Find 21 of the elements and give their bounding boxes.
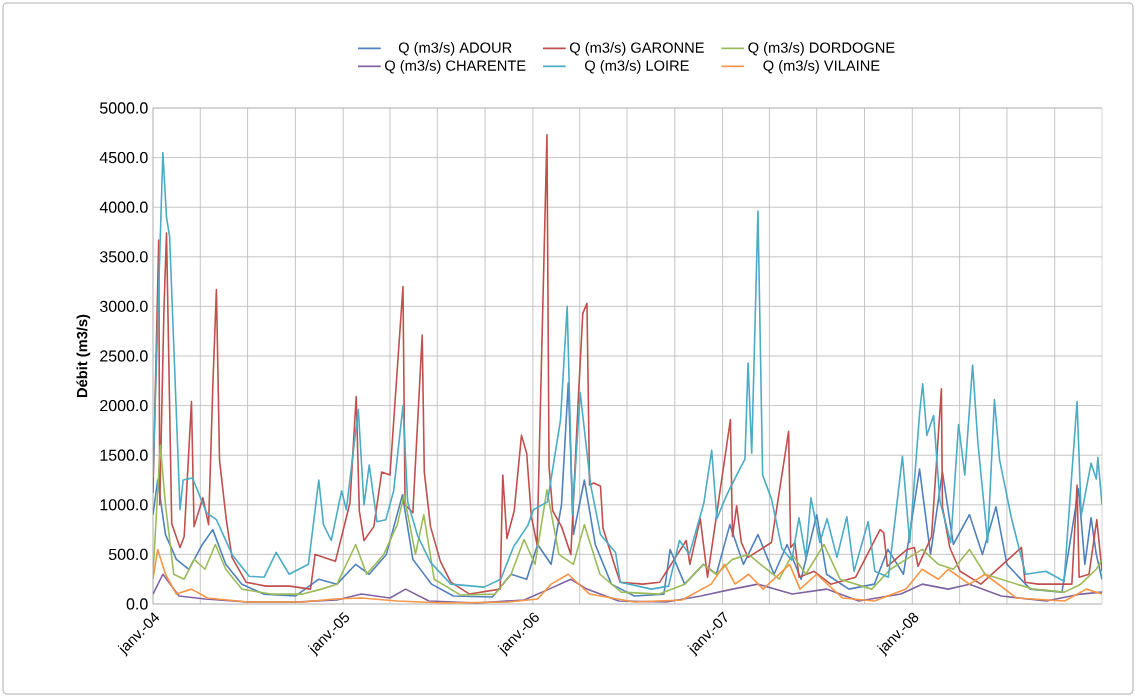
y-tick-label: 0.0 [126,598,148,610]
legend-label: Q (m3/s) DORDOGNE [748,42,895,56]
y-axis-title: Débit (m3/s) [76,314,91,397]
y-tick-label: 1500.0 [100,449,148,461]
y-tick-label: 500.0 [108,548,148,561]
legend-label: Q (m3/s) CHARENTE [385,60,526,74]
y-tick-label: 3500.0 [99,251,148,263]
legend-label: Q (m3/s) ADOUR [398,42,512,56]
line-series [153,548,1102,604]
line-series [153,381,1102,598]
legend-label: Q (m3/s) GARONNE [569,42,704,56]
y-tick-label: 5000.0 [100,102,148,114]
y-tick-label: 3000.0 [99,300,148,313]
y-tick-label: 4000.0 [99,201,148,213]
y-tick-label: 2000.0 [100,399,148,412]
legend-label: Q (m3/s) VILAINE [763,60,880,74]
y-tick-label: 2500.0 [100,350,148,362]
legend-label: Q (m3/s) LOIRE [585,60,689,74]
y-tick-label: 1000.0 [100,499,148,511]
y-tick-label: 4500.0 [99,151,148,164]
line-series [153,444,1102,596]
